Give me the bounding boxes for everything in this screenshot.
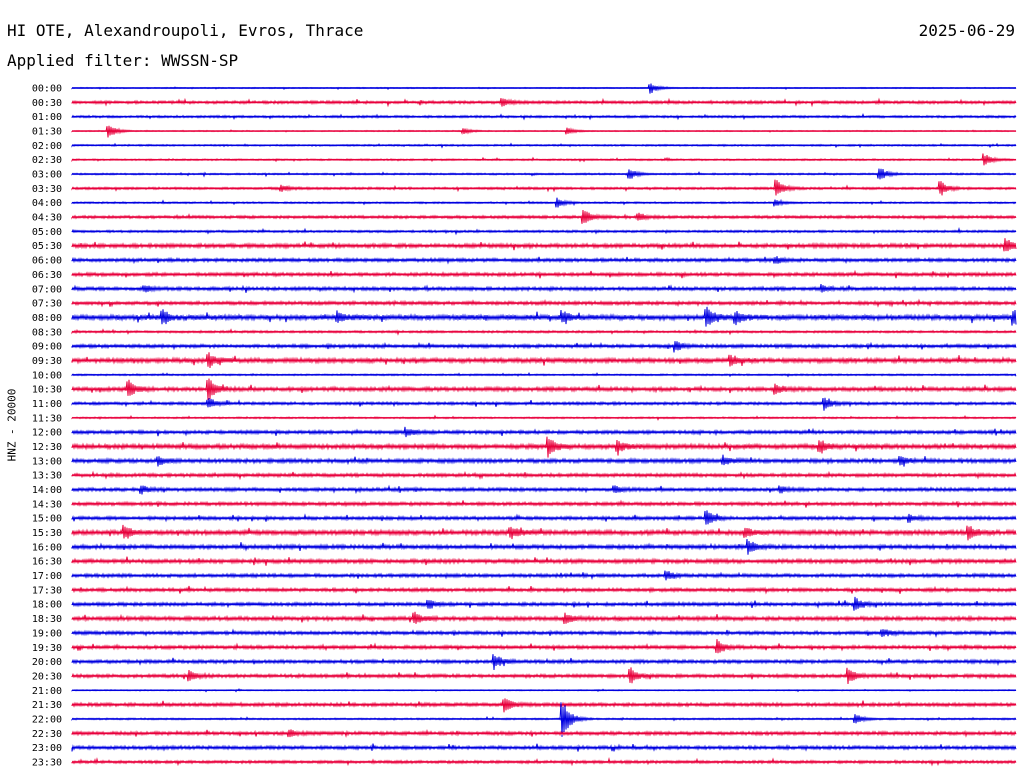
- time-label: 04:00: [32, 198, 62, 209]
- time-label: 03:00: [32, 170, 62, 181]
- time-label: 07:30: [32, 299, 62, 310]
- time-label: 09:30: [32, 356, 62, 367]
- time-label: 01:00: [32, 112, 62, 123]
- time-label: 22:30: [32, 729, 62, 740]
- time-label: 12:30: [32, 442, 62, 453]
- time-label: 20:00: [32, 657, 62, 668]
- time-label: 11:30: [32, 413, 62, 424]
- time-label: 11:00: [32, 399, 62, 410]
- time-label: 16:30: [32, 557, 62, 568]
- trace-line: [71, 238, 1017, 252]
- time-label: 04:30: [32, 213, 62, 224]
- trace-line: [71, 698, 1017, 713]
- time-label: 06:30: [32, 270, 62, 281]
- time-label: 16:00: [32, 542, 62, 553]
- time-label: 09:00: [32, 342, 62, 353]
- time-label: 21:30: [32, 700, 62, 711]
- time-label: 08:00: [32, 313, 62, 324]
- time-label: 15:30: [32, 528, 62, 539]
- time-label: 02:30: [32, 155, 62, 166]
- page-title: HI OTE, Alexandroupoli, Evros, Thrace: [7, 21, 364, 40]
- time-label: 19:30: [32, 643, 62, 654]
- time-label: 08:30: [32, 327, 62, 338]
- time-label: 10:00: [32, 370, 62, 381]
- time-label: 02:00: [32, 141, 62, 152]
- time-label: 00:00: [32, 84, 62, 95]
- time-label: 19:00: [32, 628, 62, 639]
- time-label: 01:30: [32, 127, 62, 138]
- time-label: 13:30: [32, 471, 62, 482]
- time-label: 15:00: [32, 514, 62, 525]
- time-label: 22:00: [32, 714, 62, 725]
- time-label: 23:00: [32, 743, 62, 754]
- time-label: 03:30: [32, 184, 62, 195]
- time-label: 14:30: [32, 499, 62, 510]
- filter-label: Applied filter: WWSSN-SP: [7, 51, 239, 70]
- time-label: 00:30: [32, 98, 62, 109]
- time-label: 07:00: [32, 284, 62, 295]
- traces: [71, 83, 1017, 767]
- time-label: 18:00: [32, 600, 62, 611]
- time-label: 12:00: [32, 428, 62, 439]
- time-label: 05:00: [32, 227, 62, 238]
- trace-line: [71, 397, 1017, 411]
- time-labels: 00:00 00:30 01:00 01:30 02:00 02:30 03:00 03:30…: [32, 84, 62, 769]
- time-label: 23:30: [32, 757, 62, 768]
- trace-line: [71, 179, 1017, 196]
- trace-line: [71, 611, 1017, 625]
- time-label: 13:00: [32, 456, 62, 467]
- date-label: 2025-06-29: [918, 21, 1015, 40]
- time-label: 21:00: [32, 686, 62, 697]
- time-label: 20:30: [32, 671, 62, 682]
- trace-line: [71, 306, 1017, 327]
- time-label: 05:30: [32, 241, 62, 252]
- time-label: 17:30: [32, 585, 62, 596]
- time-label: 10:30: [32, 385, 62, 396]
- trace-line: [71, 639, 1017, 654]
- time-label: 18:30: [32, 614, 62, 625]
- time-label: 17:00: [32, 571, 62, 582]
- time-label: 14:00: [32, 485, 62, 496]
- time-label: 06:00: [32, 256, 62, 267]
